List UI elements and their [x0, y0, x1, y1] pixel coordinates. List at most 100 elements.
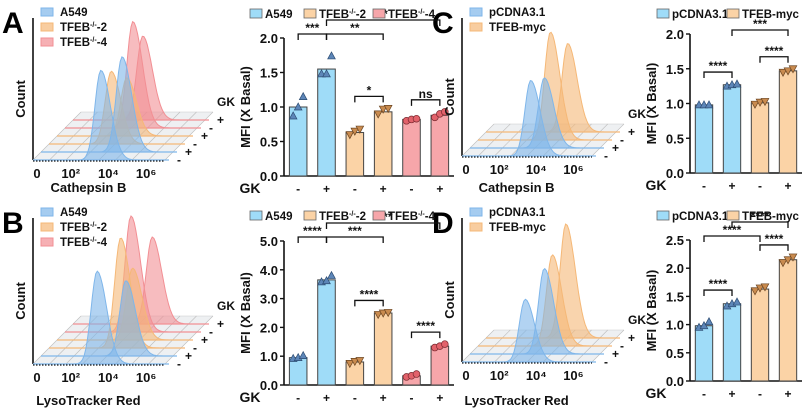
data-point [383, 309, 393, 318]
floor-grid-line [164, 355, 174, 365]
legend-label: pCDNA3.1 [489, 207, 546, 219]
floor-grid-line [477, 337, 487, 347]
y-tick-label: 2.0 [260, 31, 278, 46]
data-point [322, 276, 331, 285]
legend-label: TFEB-/--2 [60, 21, 107, 34]
floor-grid-line [461, 147, 471, 157]
significance-bracket [325, 236, 384, 243]
depth-tick-label: - [604, 149, 608, 163]
legend-swatch [469, 7, 483, 17]
x-tick-label: + [323, 391, 330, 405]
legend-swatch [40, 37, 54, 47]
legend-swatch [656, 210, 670, 221]
y-tick-label: 0.0 [666, 374, 684, 389]
bar [373, 111, 393, 177]
legend-label: A549 [265, 9, 293, 21]
legend-swatch [40, 207, 54, 217]
data-point [412, 114, 421, 123]
y-tick-label: 5.0 [260, 234, 278, 249]
floor-grid-line [172, 347, 182, 357]
significance-bracket [325, 19, 441, 26]
data-point [441, 340, 449, 348]
x-tick-label: - [758, 179, 762, 193]
significance-bracket [703, 289, 733, 297]
floor-grid-line [65, 355, 75, 365]
x-axis-label: GK [646, 177, 667, 193]
x-tick-label: - [353, 182, 357, 196]
floor-grid-line [486, 345, 495, 355]
depth-tick-label: + [185, 349, 192, 363]
floor-grid-line [559, 147, 568, 157]
bar-panel-d: 0.0 0.5 1.0 1.5 2.0 2.5 MFI (X Basal) - + - + GK ***… [644, 209, 802, 401]
legend-swatch [303, 210, 317, 221]
y-axis-label: MFI (X Basal) [644, 270, 659, 352]
data-point [378, 105, 388, 114]
floor-grid-line [599, 345, 609, 355]
floor-grid-line [180, 339, 190, 349]
floor-grid-line [73, 347, 83, 357]
floor-grid-line [147, 135, 157, 145]
data-point [355, 125, 365, 134]
floor-grid-line [591, 147, 601, 157]
significance-bracket [325, 222, 441, 229]
depth-tick-label: - [177, 357, 181, 371]
floor-grid-line [494, 131, 503, 141]
data-point [322, 69, 331, 78]
significance-label: *** [348, 224, 362, 238]
depth-axis-label: GK [628, 313, 646, 327]
bar [402, 118, 421, 177]
floor-grid-line [40, 143, 50, 153]
data-point [293, 102, 303, 111]
floor-grid-line [64, 323, 74, 333]
floor-grid-line [72, 315, 82, 325]
data-point [298, 350, 308, 359]
significance-label: *** [305, 21, 319, 35]
x-tick-label: 10² [61, 370, 80, 385]
y-tick-label: 0.0 [666, 166, 684, 181]
depth-axis-label: GK [217, 299, 235, 313]
data-point [750, 287, 760, 296]
x-tick-label: + [436, 182, 443, 196]
floor-grid-line [599, 123, 608, 133]
x-tick-label: + [380, 182, 387, 196]
y-tick-label: 0.5 [666, 346, 684, 361]
legend-label: pCDNA3.1 [489, 7, 546, 19]
bar [345, 132, 365, 177]
y-axis-label: MFI (X Basal) [238, 272, 253, 354]
legend-swatch [40, 222, 54, 232]
legend-swatch [656, 8, 670, 19]
y-tick-label: 0.5 [260, 135, 278, 150]
y-tick-label: 1.0 [666, 97, 684, 112]
legend-label: TFEB-/--4 [388, 210, 436, 223]
bar [694, 325, 714, 382]
y-tick-label: 1.5 [666, 62, 684, 77]
floor-grid-line [156, 143, 165, 153]
legend-label: TFEB-/--2 [60, 221, 107, 234]
data-point [732, 79, 742, 88]
floor-grid-line [607, 337, 617, 347]
bar [750, 288, 770, 382]
x-tick-label: 10⁴ [98, 166, 119, 181]
significance-label: **** [303, 224, 322, 238]
y-axis-label: MFI (X Basal) [644, 63, 659, 145]
y-tick-label: 2.0 [260, 320, 278, 335]
depth-tick-label: - [209, 121, 213, 135]
bar [750, 102, 770, 174]
floor-grid-line [469, 139, 479, 149]
bar [694, 104, 714, 174]
x-tick-label: 10⁶ [136, 166, 156, 181]
x-tick-label: - [296, 182, 300, 196]
floor-grid-line [48, 339, 58, 349]
significance-bracket [731, 221, 789, 228]
significance-label: **** [360, 287, 379, 301]
floor-grid-line [188, 111, 197, 121]
x-tick-label: 10⁴ [526, 368, 547, 383]
floor-grid-line [615, 329, 625, 339]
floor-grid-line [559, 353, 568, 363]
depth-tick-label: - [620, 133, 624, 147]
significance-bracket [410, 99, 441, 106]
